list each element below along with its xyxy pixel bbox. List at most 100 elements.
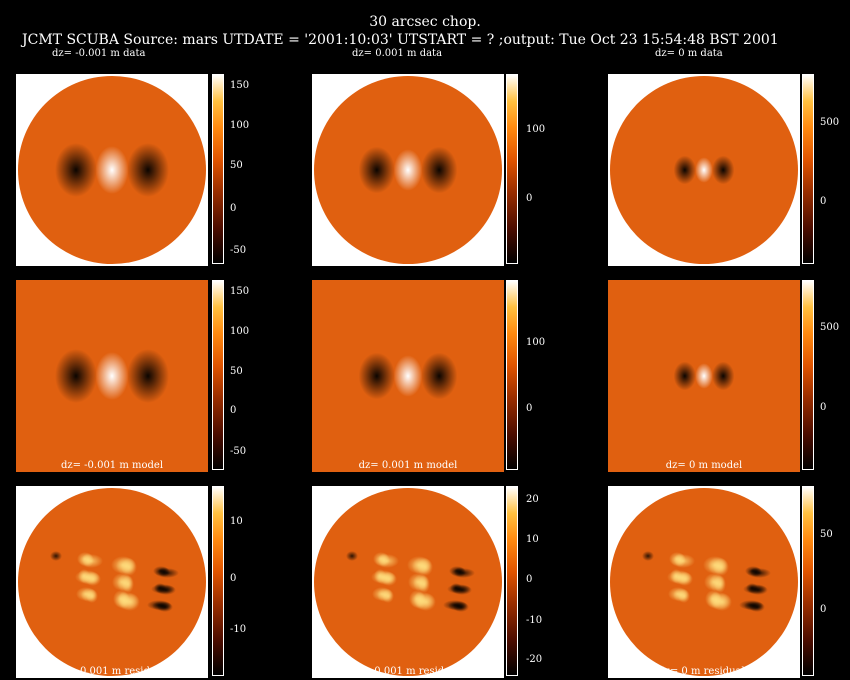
colorbar-tick-label: -20 xyxy=(526,654,543,665)
colorbar-tick-label: 20 xyxy=(526,494,539,505)
colorbar-tick-label: 0 xyxy=(820,402,827,413)
colorbar-tick-label: -50 xyxy=(230,446,247,457)
colorbar-tick-label: 100 xyxy=(526,124,546,135)
image-feature xyxy=(55,143,97,197)
panel-residuals-3: dz= 0 m residuals xyxy=(608,486,800,678)
image-feature xyxy=(55,349,97,403)
panel-label: dz= 0.001 m residuals xyxy=(351,666,465,677)
colorbar-tick-label: -10 xyxy=(526,615,543,626)
panel-data-2 xyxy=(312,74,504,266)
image-feature xyxy=(703,556,727,574)
panel-label: dz= -0.001 m residuals xyxy=(53,666,171,677)
panel-data-1 xyxy=(16,74,208,266)
column-label-3: dz= 0 m data xyxy=(655,48,723,59)
figure-title: 30 arcsec chop. xyxy=(369,14,481,30)
image-feature xyxy=(745,566,761,576)
colorbar-tick-label: 100 xyxy=(230,326,250,337)
colorbar-tick-label: 0 xyxy=(820,604,827,615)
colorbar-tick-label: 0 xyxy=(230,573,237,584)
image-feature xyxy=(695,363,713,389)
image-feature xyxy=(393,149,423,191)
image-feature xyxy=(77,552,93,566)
panel-model-2: dz= 0.001 m model xyxy=(312,280,504,472)
colorbar xyxy=(802,74,814,264)
image-feature xyxy=(358,146,395,194)
image-feature xyxy=(712,155,735,185)
image-feature xyxy=(704,573,724,591)
image-feature xyxy=(746,583,758,593)
colorbar-tick-label: 150 xyxy=(230,286,250,297)
panel-label: dz= 0 m model xyxy=(665,460,743,471)
colorbar xyxy=(212,74,224,264)
column-label-2: dz= 0.001 m data xyxy=(352,48,443,59)
colorbar xyxy=(212,280,224,470)
image-feature xyxy=(409,590,425,608)
image-feature xyxy=(393,355,423,397)
image-feature xyxy=(642,551,654,561)
colorbar-tick-label: -10 xyxy=(230,624,247,635)
panel-label: dz= 0.001 m model xyxy=(358,460,458,471)
colorbar xyxy=(802,280,814,470)
colorbar xyxy=(506,486,518,676)
image-feature xyxy=(669,552,685,566)
image-feature xyxy=(358,352,395,400)
colorbar xyxy=(506,280,518,470)
colorbar-tick-label: 150 xyxy=(230,80,250,91)
image-feature xyxy=(705,590,721,608)
image-feature xyxy=(95,146,129,194)
image-feature xyxy=(372,587,392,601)
panel-data-3 xyxy=(608,74,800,266)
image-feature xyxy=(50,551,62,561)
column-label-1: dz= -0.001 m data xyxy=(52,48,146,59)
image-feature xyxy=(95,352,129,400)
image-feature xyxy=(127,349,169,403)
image-feature xyxy=(78,569,90,583)
image-feature xyxy=(421,146,458,194)
image-feature xyxy=(443,600,467,610)
colorbar-tick-label: 50 xyxy=(230,366,243,377)
image-feature xyxy=(673,361,696,391)
colorbar-tick-label: 0 xyxy=(820,196,827,207)
colorbar-tick-label: 0 xyxy=(526,403,533,414)
image-feature xyxy=(127,143,169,197)
image-feature xyxy=(712,361,735,391)
image-feature xyxy=(673,155,696,185)
image-feature xyxy=(695,157,713,183)
colorbar xyxy=(802,486,814,676)
panel-label: dz= 0 m residuals xyxy=(658,666,750,677)
image-feature xyxy=(154,583,166,593)
colorbar-tick-label: 500 xyxy=(820,322,840,333)
image-feature xyxy=(113,590,129,608)
image-feature xyxy=(739,600,763,610)
image-feature xyxy=(421,352,458,400)
colorbar-tick-label: 50 xyxy=(820,529,833,540)
image-feature xyxy=(668,587,688,601)
colorbar-tick-label: 100 xyxy=(526,337,546,348)
image-feature xyxy=(76,587,96,601)
panel-residuals-2: dz= 0.001 m residuals xyxy=(312,486,504,678)
panel-residuals-1: dz= -0.001 m residuals xyxy=(16,486,208,678)
colorbar-tick-label: -50 xyxy=(230,245,247,256)
colorbar-tick-label: 50 xyxy=(230,160,243,171)
image-feature xyxy=(111,556,135,574)
colorbar xyxy=(212,486,224,676)
colorbar-tick-label: 0 xyxy=(230,405,237,416)
image-feature xyxy=(450,583,462,593)
colorbar-tick-label: 10 xyxy=(230,516,243,527)
colorbar-tick-label: 0 xyxy=(230,203,237,214)
image-feature xyxy=(147,600,171,610)
colorbar-tick-label: 100 xyxy=(230,120,250,131)
image-feature xyxy=(449,566,465,576)
image-feature xyxy=(373,552,389,566)
panel-model-3: dz= 0 m model xyxy=(608,280,800,472)
colorbar-tick-label: 0 xyxy=(526,193,533,204)
image-feature xyxy=(407,556,431,574)
image-feature xyxy=(374,569,386,583)
panel-model-1: dz= -0.001 m model xyxy=(16,280,208,472)
colorbar-tick-label: 500 xyxy=(820,117,840,128)
colorbar-tick-label: 10 xyxy=(526,534,539,545)
image-feature xyxy=(408,573,428,591)
colorbar-tick-label: 0 xyxy=(526,574,533,585)
figure-subtitle: JCMT SCUBA Source: mars UTDATE = '2001:1… xyxy=(22,32,779,48)
image-feature xyxy=(346,551,358,561)
